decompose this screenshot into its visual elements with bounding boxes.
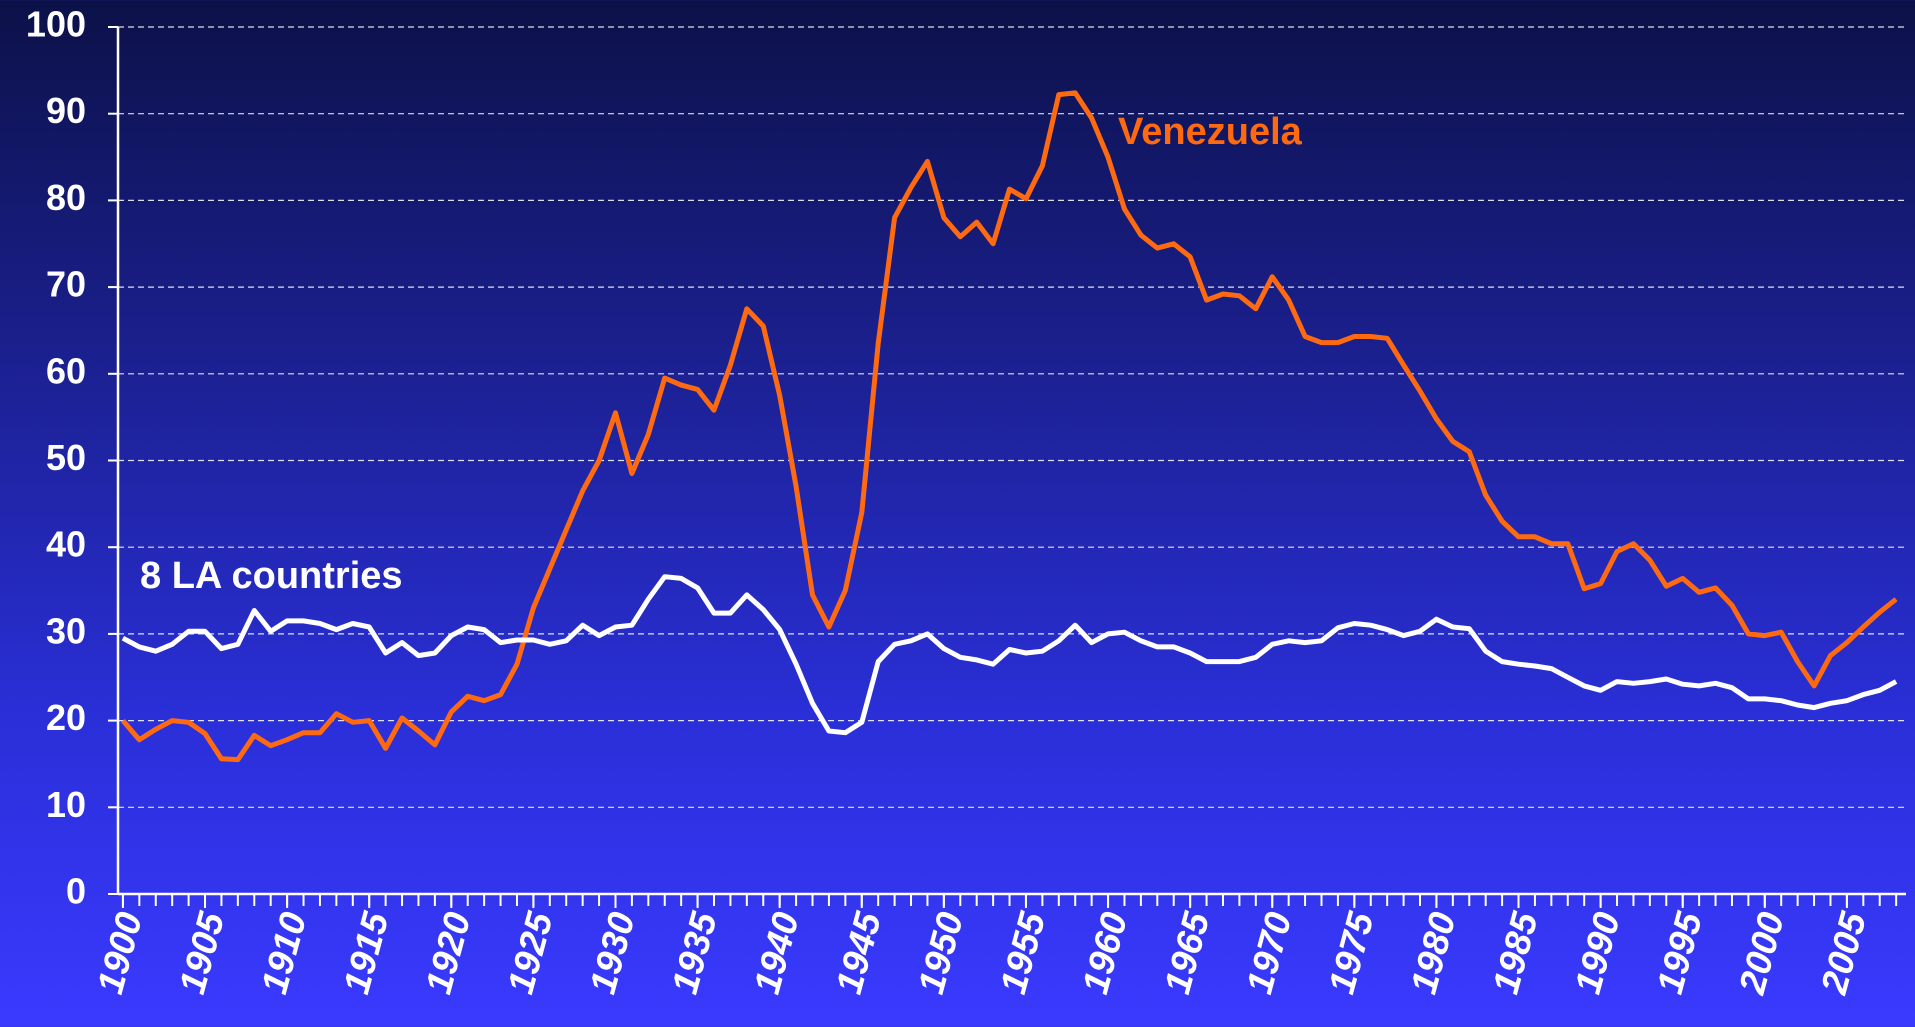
x-tick-label: 1915 — [335, 907, 396, 998]
y-tick-label: 50 — [46, 437, 86, 478]
series-line — [121, 574, 1898, 736]
y-tick-label: 30 — [46, 610, 86, 651]
x-tick-label: 1955 — [992, 907, 1053, 998]
x-tick-label: 2005 — [1813, 907, 1875, 999]
y-tick-label: 10 — [46, 784, 86, 825]
x-tick-label: 1965 — [1156, 907, 1217, 998]
y-tick-label: 0 — [66, 871, 86, 912]
x-tick-label: 1975 — [1321, 907, 1382, 998]
x-tick-label: 1960 — [1074, 908, 1135, 999]
y-tick-label: 80 — [46, 177, 86, 218]
x-tick-label: 1990 — [1567, 908, 1628, 999]
x-tick-label: 1905 — [171, 907, 232, 998]
x-tick-label: 1925 — [500, 907, 561, 998]
series-label: Venezuela — [1118, 111, 1303, 153]
x-tick-label: 2000 — [1731, 908, 1792, 999]
series-label: 8 LA countries — [140, 555, 403, 597]
y-tick-label: 70 — [46, 264, 86, 305]
y-tick-label: 60 — [46, 350, 86, 391]
x-tick-label: 1910 — [253, 908, 314, 999]
series-line — [121, 90, 1898, 763]
x-tick-label: 1980 — [1403, 908, 1464, 999]
x-tick-label: 1995 — [1649, 907, 1710, 998]
x-tick-label: 1920 — [418, 908, 479, 999]
x-tick-label: 1985 — [1485, 907, 1546, 998]
x-tick-label: 1945 — [828, 907, 889, 998]
y-tick-label: 100 — [26, 4, 86, 45]
x-tick-label: 1935 — [664, 907, 725, 998]
x-tick-label: 1930 — [582, 908, 643, 999]
y-tick-label: 20 — [46, 697, 86, 738]
x-tick-label: 1900 — [89, 908, 150, 999]
x-tick-label: 1970 — [1239, 908, 1300, 999]
x-tick-label: 1940 — [746, 908, 807, 999]
y-tick-label: 40 — [46, 524, 86, 565]
x-tick-label: 1950 — [910, 908, 971, 999]
y-tick-label: 90 — [46, 90, 86, 131]
